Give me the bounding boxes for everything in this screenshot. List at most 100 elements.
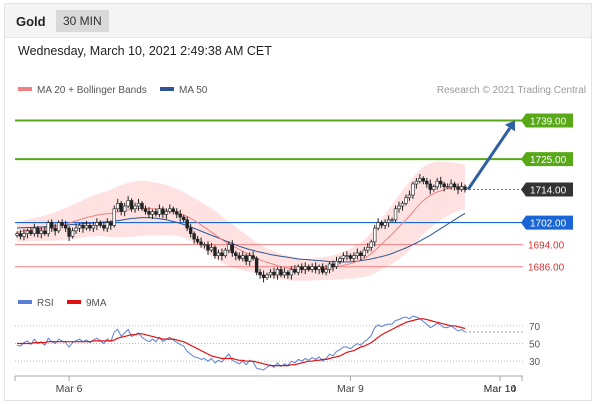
candle-body [168, 208, 172, 212]
candle-body [188, 227, 193, 234]
forecast-arrow-head [505, 120, 515, 132]
widget-header: Gold 30 MIN [5, 4, 591, 38]
candle-body [452, 183, 457, 188]
forecast-arrow-layer [466, 120, 515, 191]
candle-body [147, 211, 151, 215]
candle-body [247, 255, 252, 262]
candle-body [393, 208, 398, 221]
candle-body [244, 255, 248, 262]
price-labels-layer: 1739.00 1725.00 1714.00 1702.00 1694.00 1686.… [521, 113, 573, 274]
candle-body [195, 238, 200, 243]
level-label-resistance: 1725.00 [530, 155, 567, 166]
candle-body [70, 230, 75, 237]
chart-widget: Gold 30 MIN Wednesday, March 10, 2021 2:… [4, 3, 592, 401]
candle-body [400, 202, 405, 207]
candle-body [383, 222, 387, 226]
candle-body [154, 211, 158, 215]
candle-body [36, 227, 40, 234]
candle-body [379, 222, 384, 226]
candle-body [216, 252, 221, 256]
candle-body [414, 180, 419, 185]
candle-body [261, 274, 266, 279]
bollinger-band-layer [17, 161, 465, 281]
candle-body [202, 244, 207, 246]
candle-body [310, 266, 314, 270]
x-tick-label: Mar 9 [337, 383, 364, 395]
candle-body [98, 222, 103, 226]
candle-body [324, 269, 328, 273]
candle-body [119, 202, 123, 212]
candle-body [432, 186, 436, 190]
candle-body [442, 183, 446, 188]
candle-body [15, 233, 19, 236]
candle-body [199, 241, 203, 245]
candle-body [91, 225, 96, 229]
candle-body [81, 225, 85, 229]
level-tag-resistance [521, 152, 573, 167]
candle-body [445, 186, 450, 189]
candle-body [369, 241, 373, 248]
legend-swatch-9ma [67, 300, 81, 304]
legend-swatch-ma50 [160, 87, 174, 91]
legend-label-9ma: 9MA [86, 298, 107, 309]
candle-body [386, 219, 391, 223]
candle-body [178, 214, 182, 218]
candles-layer [15, 174, 467, 283]
candle-body [449, 183, 453, 188]
candle-body [327, 263, 332, 270]
candle-body [192, 233, 196, 240]
main-legend: MA 20 + Bollinger Bands MA 50 [18, 85, 208, 96]
candle-body [268, 271, 273, 276]
candle-body [348, 255, 353, 259]
candle-body [25, 230, 30, 234]
legend-label-rsi: RSI [37, 298, 54, 309]
candle-body [435, 180, 439, 188]
candle-body [438, 180, 443, 185]
candle-body [425, 180, 429, 185]
candle-body [63, 225, 68, 229]
legend-label-ma50: MA 50 [179, 85, 208, 96]
legend-label-ma20: MA 20 + Bollinger Bands [37, 85, 147, 96]
candle-body [129, 200, 134, 210]
candle-body [60, 222, 64, 226]
level-label-last: 1714.00 [530, 185, 567, 196]
rsi-tick-label: 30 [529, 357, 541, 368]
x-tick-label: Mar 10 [484, 383, 517, 395]
candle-body [237, 255, 241, 259]
candle-body [279, 269, 283, 276]
candle-body [206, 244, 210, 251]
candle-body [53, 227, 57, 232]
forecast-arrow-shaft [466, 127, 512, 191]
candle-body [112, 208, 116, 226]
candle-body [397, 205, 401, 210]
candle-body [338, 258, 342, 262]
candle-body [220, 252, 224, 256]
candle-body [227, 244, 231, 251]
bollinger-band-area [17, 161, 465, 281]
candle-body [300, 266, 304, 270]
level-label-pivot: 1702.00 [530, 219, 567, 230]
candle-body [331, 263, 335, 267]
candle-body [355, 252, 360, 256]
candle-body [46, 222, 50, 234]
candle-body [105, 222, 109, 229]
candle-body [22, 233, 26, 237]
candle-body [29, 230, 33, 234]
candle-body [366, 247, 370, 251]
candle-body [223, 249, 228, 256]
candle-body [418, 178, 422, 182]
candle-body [293, 269, 297, 273]
instrument-title: Gold [16, 14, 46, 29]
candle-body [296, 266, 301, 273]
candle-body [272, 271, 276, 276]
rsi-grid: 70 50 30 [15, 322, 541, 368]
legend-swatch-rsi [18, 300, 32, 304]
period-badge[interactable]: 30 MIN [56, 10, 109, 32]
candle-body [181, 216, 186, 221]
candle-body [136, 202, 141, 207]
candle-body [320, 266, 325, 273]
candle-body [404, 197, 408, 204]
candle-body [258, 271, 262, 276]
candle-body [88, 225, 92, 229]
